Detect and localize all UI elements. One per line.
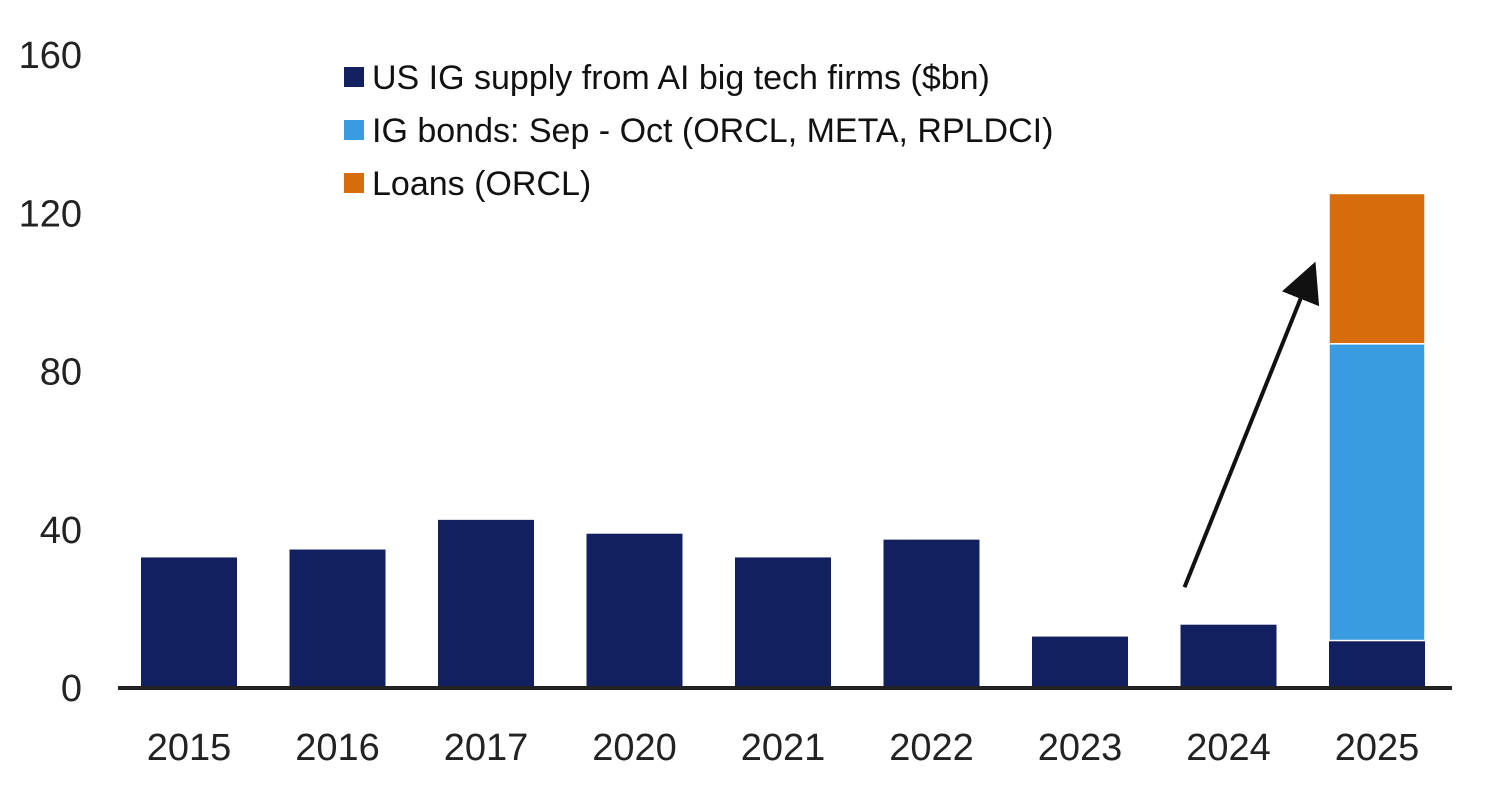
x-tick-label: 2024: [1186, 727, 1271, 769]
x-tick-label: 2016: [295, 727, 380, 769]
legend-swatch: [344, 67, 364, 87]
y-axis-ticks: 0 40 80 120 160: [19, 35, 82, 710]
legend-label: IG bonds: Sep - Oct (ORCL, META, RPLDCI): [372, 112, 1053, 150]
x-tick-label: 2021: [741, 727, 826, 769]
x-tick-label: 2023: [1038, 727, 1123, 769]
bar-2022-series-0: [883, 539, 980, 688]
bar-2025-series-1: [1328, 343, 1426, 642]
x-tick-label: 2025: [1335, 727, 1420, 769]
y-tick-label: 0: [61, 668, 82, 710]
bar-2016-series-0: [289, 549, 386, 688]
y-tick-label: 160: [19, 35, 82, 77]
y-tick-label: 80: [40, 352, 82, 394]
legend-swatch: [344, 173, 364, 193]
bars: [141, 192, 1426, 688]
bar-2015-series-0: [141, 557, 237, 688]
legend-label: US IG supply from AI big tech firms ($bn…: [372, 59, 990, 97]
bar-2025-series-0: [1329, 640, 1425, 688]
y-tick-label: 40: [40, 510, 82, 552]
annotation: [1182, 261, 1320, 588]
y-tick-label: 120: [19, 193, 82, 235]
x-tick-label: 2020: [592, 727, 677, 769]
bar-2025-series-2: [1328, 192, 1426, 345]
legend: US IG supply from AI big tech firms ($bn…: [344, 59, 1053, 203]
bar-2024-series-0: [1180, 624, 1277, 688]
x-tick-label: 2017: [444, 727, 529, 769]
legend-label: Loans (ORCL): [372, 165, 591, 203]
bar-2023-series-0: [1032, 636, 1128, 688]
bar-2021-series-0: [735, 557, 831, 688]
x-tick-label: 2015: [147, 727, 232, 769]
legend-swatch: [344, 120, 364, 140]
bar-2017-series-0: [438, 519, 534, 688]
x-tick-label: 2022: [889, 727, 974, 769]
bar-2020-series-0: [586, 533, 683, 688]
x-axis-ticks: 2015 2016 2017 2020 2021 2022 2023 2024 2025: [147, 727, 1420, 769]
trend-arrow: [1182, 261, 1320, 588]
